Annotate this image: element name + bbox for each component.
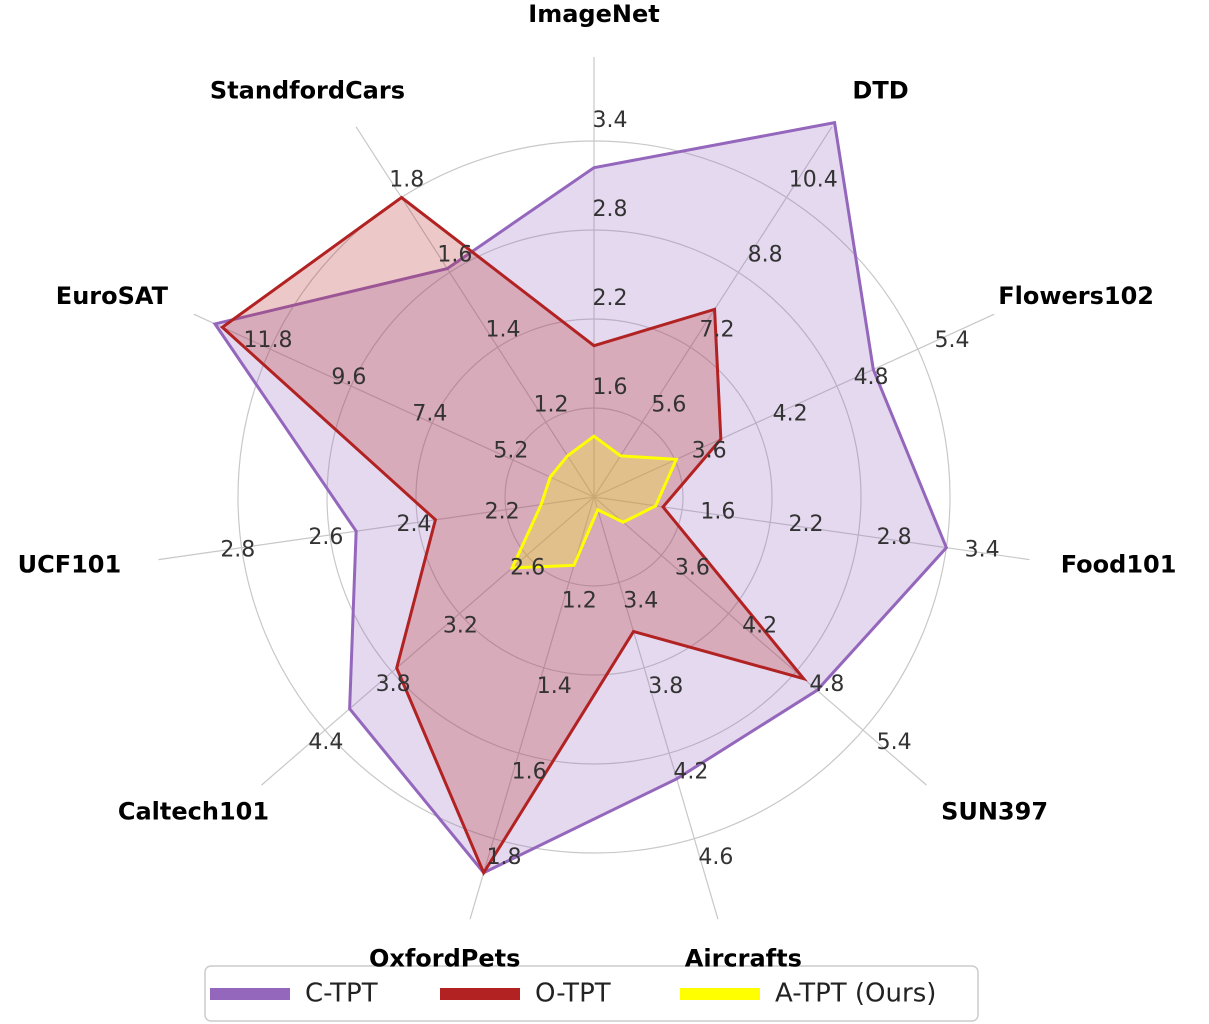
- tick-label: 1.4: [485, 317, 520, 342]
- tick-label: 1.6: [512, 759, 547, 784]
- category-label: Food101: [1061, 551, 1177, 579]
- tick-label: 1.6: [593, 375, 628, 400]
- tick-label: 2.2: [593, 286, 628, 311]
- legend-label: A-TPT (Ours): [775, 979, 936, 1009]
- axis-spoke: [593, 496, 1030, 561]
- tick-label: 3.8: [376, 672, 411, 697]
- tick-label: 2.8: [220, 538, 255, 563]
- tick-label: 8.8: [748, 243, 783, 268]
- axis-spoke: [193, 313, 595, 498]
- tick-label: 3.8: [648, 674, 683, 699]
- category-label: OxfordPets: [369, 944, 520, 972]
- category-label: DTD: [852, 77, 908, 105]
- axis-spoke: [593, 126, 833, 498]
- tick-label: 2.8: [593, 197, 628, 222]
- category-label: SUN397: [941, 798, 1048, 826]
- series-area: [509, 434, 679, 570]
- category-label: EuroSAT: [56, 282, 169, 310]
- tick-label: 10.4: [789, 168, 838, 193]
- grid: [158, 57, 1030, 920]
- axis-spoke: [469, 496, 595, 920]
- legend-label: O-TPT: [535, 979, 611, 1009]
- tick-label: 1.6: [700, 500, 735, 525]
- tick-label: 3.4: [965, 538, 1000, 563]
- category-label: Caltech101: [118, 798, 269, 826]
- tick-label: 3.2: [443, 614, 478, 639]
- category-label: StandfordCars: [210, 77, 405, 105]
- category-label: ImageNet: [528, 0, 659, 28]
- tick-label: 9.6: [331, 365, 366, 390]
- tick-label: 4.2: [673, 759, 708, 784]
- tick-label: 5.4: [935, 328, 970, 353]
- tick-label: 4.2: [773, 402, 808, 427]
- axis-spoke: [593, 313, 995, 498]
- tick-label: 3.4: [623, 589, 658, 614]
- axis-spoke: [158, 496, 595, 561]
- tick-label: 5.2: [493, 439, 528, 464]
- axis-spoke: [261, 496, 595, 786]
- tick-label: 3.6: [675, 555, 710, 580]
- tick-label: 2.2: [485, 500, 520, 525]
- tick-label: 4.2: [742, 614, 777, 639]
- legend-label: C-TPT: [305, 979, 378, 1009]
- tick-label: 5.4: [877, 730, 912, 755]
- tick-label: 4.8: [854, 365, 889, 390]
- tick-label: 7.2: [700, 317, 735, 342]
- tick-label: 2.8: [877, 525, 912, 550]
- tick-label: 4.4: [308, 730, 343, 755]
- tick-label: 4.8: [809, 672, 844, 697]
- axis-spoke: [593, 496, 927, 786]
- tick-label: 2.2: [788, 512, 823, 537]
- category-label: UCF101: [18, 551, 122, 579]
- tick-label: 4.6: [698, 845, 733, 870]
- series-area: [212, 120, 949, 875]
- tick-label: 1.8: [487, 845, 522, 870]
- tick-label: 2.4: [397, 512, 432, 537]
- tick-label: 2.6: [510, 555, 545, 580]
- series-area: [219, 195, 808, 876]
- category-label: Aircrafts: [685, 944, 802, 972]
- legend-box: [204, 965, 979, 1022]
- tick-label: 11.8: [243, 328, 292, 353]
- tick-label: 5.6: [651, 392, 686, 417]
- tick-label: 1.8: [389, 168, 424, 193]
- tick-label: 2.6: [308, 525, 343, 550]
- axis-spoke: [593, 496, 719, 920]
- tick-label: 1.4: [537, 674, 572, 699]
- tick-label: 3.4: [593, 108, 628, 133]
- category-label: Flowers102: [998, 282, 1154, 310]
- tick-label: 3.6: [692, 439, 727, 464]
- tick-label: 1.6: [437, 243, 472, 268]
- axis-spoke: [355, 126, 595, 498]
- tick-label: 1.2: [562, 589, 597, 614]
- tick-label: 7.4: [412, 402, 447, 427]
- tick-label: 1.2: [534, 392, 569, 417]
